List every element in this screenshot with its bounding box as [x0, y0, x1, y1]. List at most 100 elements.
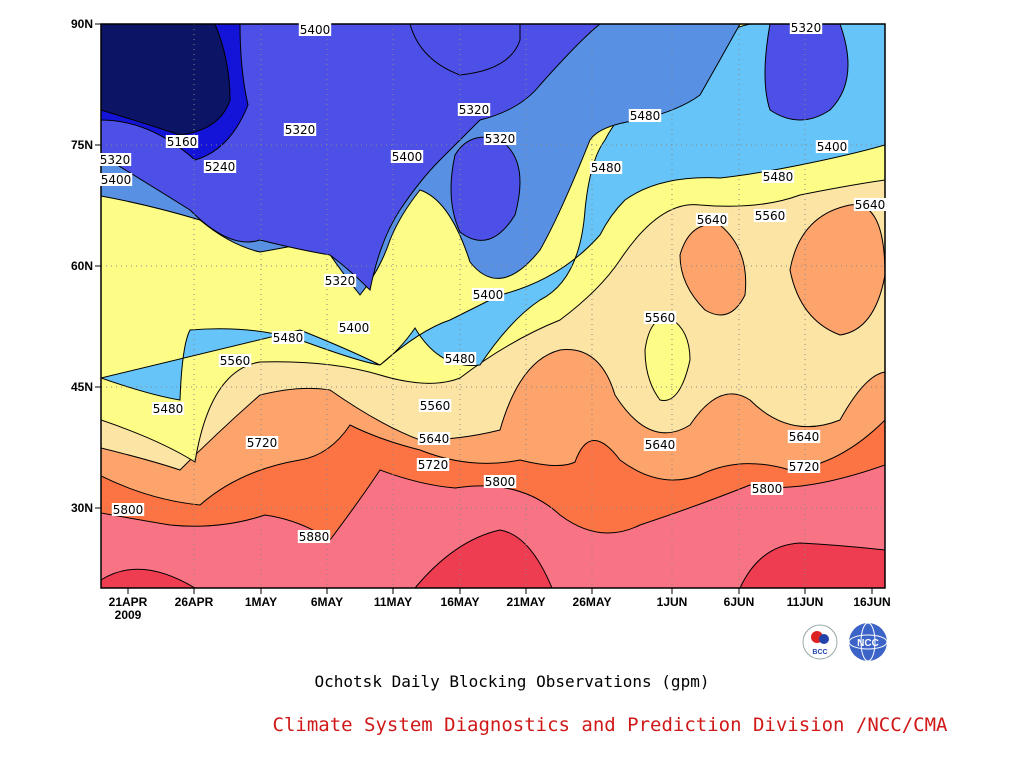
contour-label-bg	[853, 198, 887, 211]
contour-label-bg	[787, 430, 821, 443]
x-tick-label: 11JUN	[787, 595, 824, 609]
x-year-label: 2009	[115, 608, 142, 622]
bcc-logo: BCC	[802, 624, 838, 660]
contour-label: 5880	[299, 530, 330, 544]
contour-label: 5480	[763, 170, 794, 184]
contour-label: 5480	[153, 402, 184, 416]
contour-label: 5560	[645, 311, 676, 325]
contour-label-bg	[589, 161, 623, 174]
x-tick-label: 6MAY	[311, 595, 343, 609]
bcc-logo-text: BCC	[812, 649, 827, 656]
contour-label: 5320	[100, 153, 131, 167]
contour-label-bg	[271, 331, 305, 344]
contour-label: 5640	[645, 438, 676, 452]
contour-label-bg	[789, 21, 823, 34]
x-tick-label: 1JUN	[657, 595, 688, 609]
contour-label-bg	[643, 438, 677, 451]
contour-label-bg	[815, 140, 849, 153]
contour-label-bg	[283, 123, 317, 136]
contour-label: 5800	[485, 475, 516, 489]
contour-label: 5480	[630, 109, 661, 123]
x-tick-label: 11MAY	[374, 595, 412, 609]
contour-label-bg	[753, 209, 787, 222]
contour-label: 5320	[459, 103, 490, 117]
contour-label: 5320	[325, 274, 356, 288]
contour-label: 5720	[247, 436, 278, 450]
contour-label: 5800	[113, 503, 144, 517]
x-tick-label: 21MAY	[507, 595, 546, 609]
contour-label: 5320	[791, 21, 822, 35]
contour-label-bg	[151, 402, 185, 415]
contour-label-bg	[628, 109, 662, 122]
contour-label: 5400	[339, 321, 370, 335]
contour-label: 5320	[485, 132, 516, 146]
contour-label-bg	[417, 432, 451, 445]
ncc-logo-text: NCC	[857, 638, 879, 649]
x-tick-label: 26MAY	[573, 595, 612, 609]
contour-label-bg	[787, 460, 821, 473]
ncc-logo: NCC	[848, 622, 888, 662]
contour-label-bg	[418, 399, 452, 412]
contour-label-bg	[203, 160, 237, 173]
contour-label-bg	[298, 23, 332, 36]
contour-label: 5640	[419, 432, 450, 446]
x-tick-label: 1MAY	[245, 595, 277, 609]
x-axis: 21APR 26APR 1MAY 6MAY 11MAY 16MAY 21MAY 26MAY 1J…	[109, 588, 891, 622]
y-tick-label: 30N	[71, 501, 93, 515]
contour-label-bg	[457, 103, 491, 116]
x-tick-label: 21APR	[109, 595, 148, 609]
logos: BCC NCC	[802, 622, 888, 662]
contour-label-bg	[297, 530, 331, 543]
contour-label: 5480	[273, 331, 304, 345]
low-center-right	[764, 24, 849, 121]
contour-label-bg	[471, 288, 505, 301]
contour-label: 5720	[789, 460, 820, 474]
x-tick-label: 16MAY	[441, 595, 480, 609]
x-tick-label: 16JUN	[853, 595, 890, 609]
contour-label: 5400	[300, 23, 331, 37]
contour-label: 5560	[420, 399, 451, 413]
plot-frame	[100, 23, 886, 589]
contour-label-bg	[218, 354, 252, 367]
y-tick-label: 60N	[71, 259, 93, 273]
contour-label-bg	[111, 503, 145, 516]
band-below-5160	[101, 24, 231, 136]
contour-label-bg	[443, 352, 477, 365]
contour-label-bg	[337, 321, 371, 334]
y-tick-label: 90N	[71, 17, 93, 31]
contour-label: 5400	[392, 150, 423, 164]
contour-label: 5640	[697, 213, 728, 227]
contour-label-bg	[98, 153, 132, 166]
contour-label: 5640	[789, 430, 820, 444]
x-tick-label: 26APR	[175, 595, 214, 609]
contour-label-bg	[643, 311, 677, 324]
contour-label-bg	[165, 135, 199, 148]
y-tick-label: 45N	[71, 380, 93, 394]
contour-label-bg	[483, 132, 517, 145]
contour-label: 5480	[445, 352, 476, 366]
contour-label: 5240	[205, 160, 236, 174]
contour-label: 5400	[101, 173, 132, 187]
footer-credit: Climate System Diagnostics and Predictio…	[272, 714, 948, 736]
contour-label-bg	[99, 173, 133, 186]
contour-label-bg	[416, 458, 450, 471]
contour-label: 5640	[855, 198, 886, 212]
contour-label: 5160	[167, 135, 198, 149]
contour-label-bg	[695, 213, 729, 226]
contour-label-bg	[390, 150, 424, 163]
contour-label-bg	[483, 475, 517, 488]
contour-label-bg	[761, 170, 795, 183]
contour-label: 5320	[285, 123, 316, 137]
chart-title: Ochotsk Daily Blocking Observations (gpm…	[314, 672, 710, 691]
contour-labels: 5400 5320 5160 5320 5240 5400 5320 5320 5400 5480…	[98, 21, 887, 544]
contour-label: 5480	[591, 161, 622, 175]
contour-label: 5400	[473, 288, 504, 302]
contour-label: 5400	[817, 140, 848, 154]
x-tick-label: 6JUN	[724, 595, 755, 609]
contour-label-bg	[750, 482, 784, 495]
contour-label-bg	[323, 274, 357, 287]
contour-label: 5560	[220, 354, 251, 368]
grid-layer	[101, 24, 885, 588]
contour-label: 5560	[755, 209, 786, 223]
